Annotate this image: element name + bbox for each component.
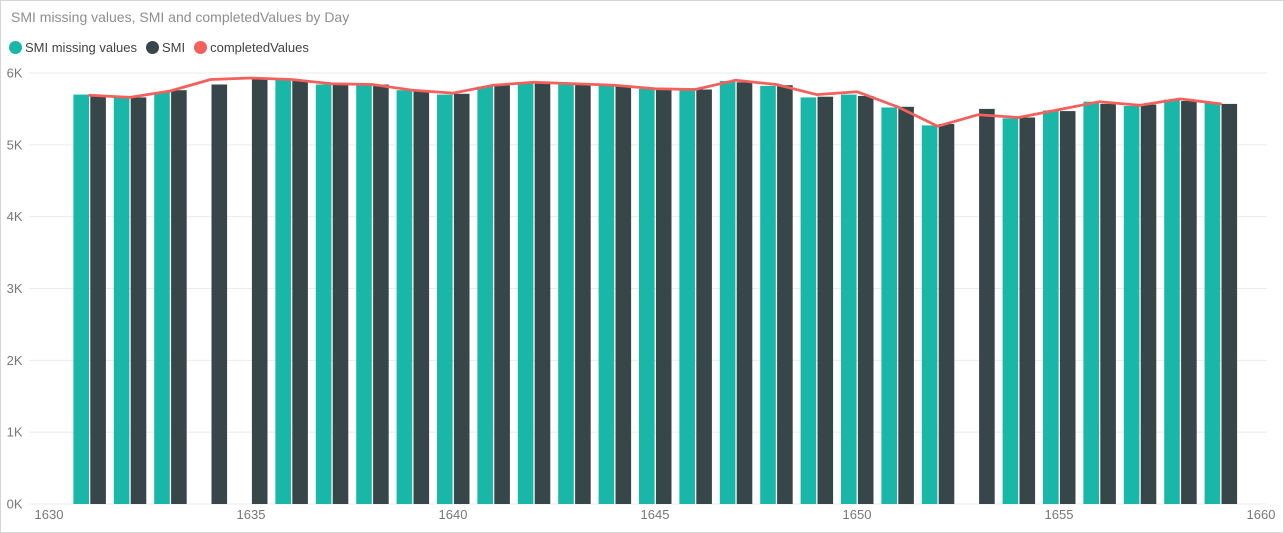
bar-smi-1656[interactable] xyxy=(1100,103,1116,505)
legend-swatch-icon xyxy=(194,41,208,54)
chart-legend: SMI missing values SMI completedValues xyxy=(9,39,318,56)
bar-smi-missing-values-1641[interactable] xyxy=(477,86,493,504)
legend-swatch-icon xyxy=(9,41,22,54)
bar-smi-1641[interactable] xyxy=(494,85,510,504)
bar-smi-1635[interactable] xyxy=(251,78,268,504)
bar-smi-missing-values-1655[interactable] xyxy=(1043,110,1059,505)
bar-smi-missing-values-1638[interactable] xyxy=(356,85,372,504)
bar-smi-1648[interactable] xyxy=(777,85,793,504)
bar-smi-1646[interactable] xyxy=(696,89,712,505)
bar-smi-1658[interactable] xyxy=(1181,101,1197,504)
bar-smi-missing-values-1639[interactable] xyxy=(396,90,413,504)
bar-smi-1645[interactable] xyxy=(655,89,672,505)
legend-label: completedValues xyxy=(210,40,309,55)
bar-smi-missing-values-1644[interactable] xyxy=(598,85,615,504)
bar-smi-missing-values-1631[interactable] xyxy=(73,94,89,504)
legend-item-completedvalues[interactable]: completedValues xyxy=(194,39,309,56)
bar-smi-1659[interactable] xyxy=(1221,103,1238,505)
chart-title: SMI missing values, SMI and completedVal… xyxy=(11,9,350,25)
bar-smi-1653[interactable] xyxy=(979,108,995,505)
bar-smi-1636[interactable] xyxy=(292,80,308,504)
bar-smi-missing-values-1650[interactable] xyxy=(841,94,857,504)
bar-smi-1640[interactable] xyxy=(453,93,470,505)
bar-smi-missing-values-1652[interactable] xyxy=(921,125,938,505)
legend-swatch-icon xyxy=(145,41,159,54)
y-tick-label: 1K xyxy=(7,425,23,440)
bar-smi-missing-values-1642[interactable] xyxy=(517,83,534,504)
bar-smi-1643[interactable] xyxy=(575,84,591,505)
bar-smi-missing-values-1656[interactable] xyxy=(1083,101,1099,504)
y-tick-label: 0K xyxy=(7,497,23,512)
y-tick-label: 4K xyxy=(7,209,23,224)
bar-smi-missing-values-1657[interactable] xyxy=(1123,106,1140,504)
y-tick-label: 6K xyxy=(7,66,23,81)
y-tick-label: 5K xyxy=(7,137,23,152)
x-tick-label: 1655 xyxy=(1045,507,1074,522)
bar-smi-1634[interactable] xyxy=(211,84,228,505)
bar-smi-1631[interactable] xyxy=(90,96,106,504)
legend-label: SMI xyxy=(161,40,186,55)
bar-smi-missing-values-1651[interactable] xyxy=(881,107,897,505)
y-tick-label: 3K xyxy=(7,281,23,296)
bar-smi-missing-values-1643[interactable] xyxy=(558,84,574,505)
bar-smi-missing-values-1632[interactable] xyxy=(113,96,130,504)
bar-smi-missing-values-1649[interactable] xyxy=(800,97,817,505)
bar-smi-1638[interactable] xyxy=(373,84,389,505)
bar-smi-1642[interactable] xyxy=(534,82,551,505)
bar-smi-missing-values-1654[interactable] xyxy=(1002,118,1019,505)
bar-smi-missing-values-1636[interactable] xyxy=(275,79,291,505)
bar-smi-1632[interactable] xyxy=(130,97,147,505)
bar-smi-1647[interactable] xyxy=(736,82,753,505)
bar-smi-missing-values-1659[interactable] xyxy=(1204,103,1221,504)
x-tick-label: 1650 xyxy=(843,507,872,522)
bar-smi-missing-values-1648[interactable] xyxy=(760,85,776,505)
bar-smi-1633[interactable] xyxy=(171,90,187,504)
bar-smi-1657[interactable] xyxy=(1140,104,1157,504)
bar-smi-missing-values-1646[interactable] xyxy=(679,88,695,505)
legend-label: SMI missing values xyxy=(25,40,137,55)
bar-smi-1654[interactable] xyxy=(1019,117,1036,505)
x-tick-label: 1660 xyxy=(1247,507,1276,522)
x-tick-label: 1640 xyxy=(439,507,468,522)
bar-smi-missing-values-1640[interactable] xyxy=(437,94,453,504)
legend-item-smi[interactable]: SMI xyxy=(145,39,186,56)
bar-smi-1649[interactable] xyxy=(817,96,834,504)
bar-smi-missing-values-1633[interactable] xyxy=(154,92,170,505)
completed-values-line[interactable] xyxy=(88,76,1222,128)
bar-smi-1651[interactable] xyxy=(898,106,914,505)
bar-smi-missing-values-1645[interactable] xyxy=(639,88,655,505)
bar-smi-1652[interactable] xyxy=(938,124,955,504)
bar-smi-1650[interactable] xyxy=(857,96,874,504)
bar-smi-1655[interactable] xyxy=(1059,111,1076,504)
bar-smi-missing-values-1658[interactable] xyxy=(1164,99,1180,504)
bar-smi-1637[interactable] xyxy=(332,84,349,505)
bar-smi-1639[interactable] xyxy=(413,91,430,504)
bar-smi-missing-values-1647[interactable] xyxy=(719,80,736,505)
x-tick-label: 1635 xyxy=(237,507,266,522)
x-tick-label: 1645 xyxy=(641,507,670,522)
legend-item-smi-missing-values[interactable]: SMI missing values xyxy=(9,39,137,56)
bar-smi-missing-values-1637[interactable] xyxy=(315,84,332,505)
bar-smi-1644[interactable] xyxy=(615,85,632,505)
x-tick-label: 1630 xyxy=(35,507,64,522)
y-tick-label: 2K xyxy=(7,353,23,368)
